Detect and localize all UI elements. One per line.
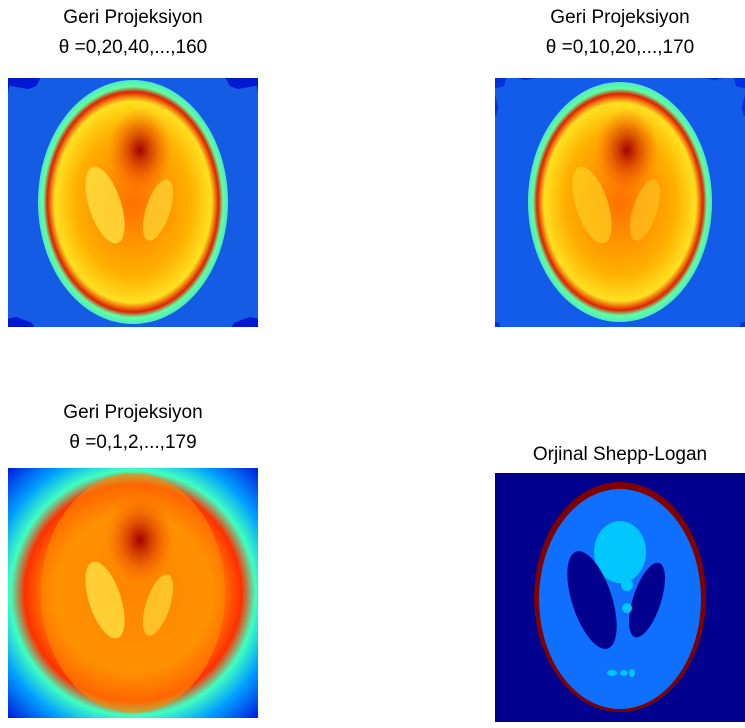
panel-title: Geri Projeksiyon [550, 7, 689, 28]
image [0, 33, 308, 375]
panel: Orjinal Shepp-Logan [495, 444, 745, 722]
panel-subtitle: θ =0,10,20,...,170 [546, 37, 694, 58]
panel: Geri Projeksiyon θ =0,20,40,...,160 [0, 7, 308, 375]
image [495, 473, 745, 722]
panel-title: Geri Projeksiyon [63, 402, 202, 423]
panel-title: Geri Projeksiyon [63, 7, 202, 28]
panel: Geri Projeksiyon θ =0,10,20,...,170 [445, 7, 745, 377]
panel-subtitle: θ =0,20,40,...,160 [59, 37, 207, 58]
panel-title: Orjinal Shepp-Logan [533, 444, 707, 465]
image [445, 32, 745, 376]
figure: Geri Projeksiyon θ =0,20,40,...,160 [0, 0, 745, 728]
image [8, 468, 258, 718]
panel: Geri Projeksiyon θ =0,1,2,...,179 [8, 402, 258, 718]
panel-subtitle: θ =0,1,2,...,179 [69, 432, 196, 453]
